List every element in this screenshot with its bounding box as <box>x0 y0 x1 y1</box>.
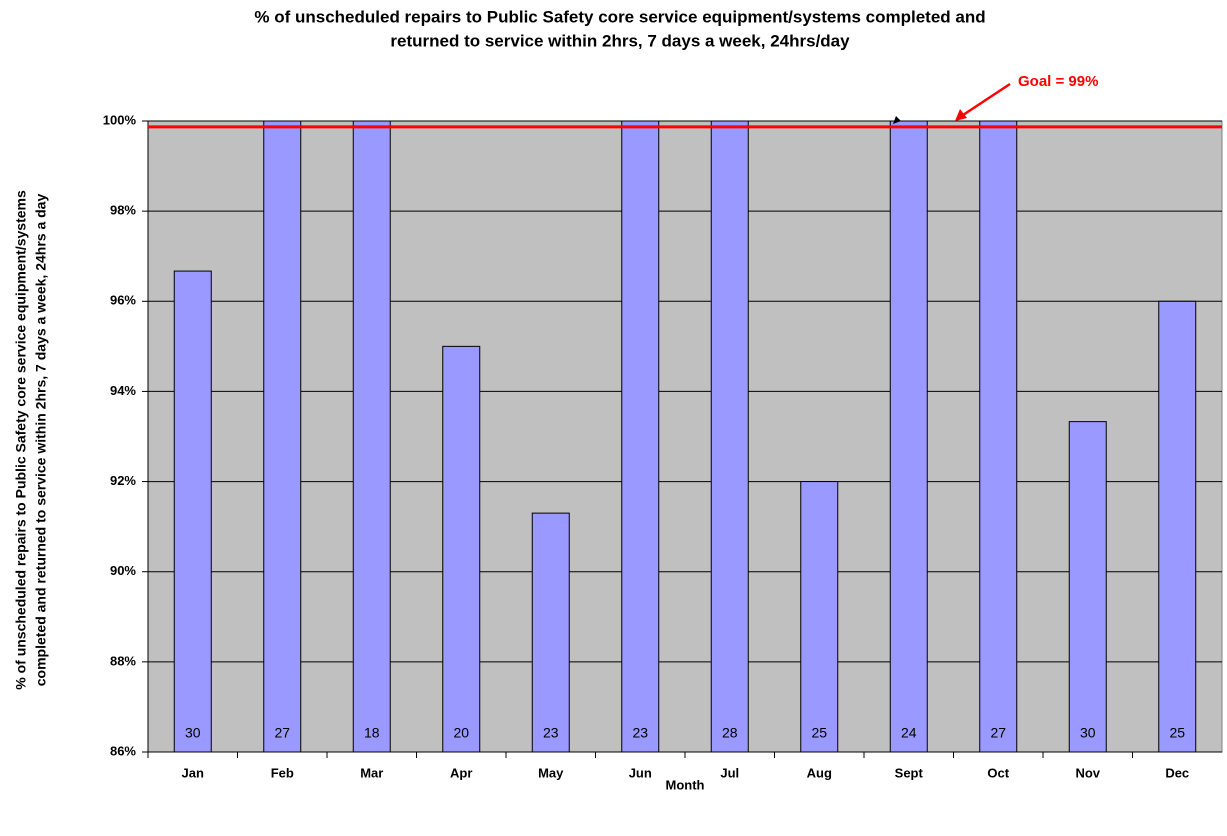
count-label: 28 <box>722 725 738 741</box>
count-label: 23 <box>632 725 648 741</box>
plot-area <box>147 120 1223 753</box>
count-label: 27 <box>274 725 290 741</box>
count-label: 25 <box>1169 725 1185 741</box>
x-tick-label: Apr <box>450 765 472 780</box>
goal-arrow <box>959 82 1011 119</box>
bar <box>889 120 928 753</box>
count-label: 18 <box>364 725 380 741</box>
x-tick-label: Jan <box>182 765 204 780</box>
x-tick-label: May <box>538 765 564 780</box>
x-tick-label: Feb <box>271 765 294 780</box>
y-tick-label: 88% <box>110 653 136 668</box>
chart-title: % of unscheduled repairs to Public Safet… <box>254 7 985 26</box>
y-axis-title: completed and returned to service within… <box>33 194 49 687</box>
x-tick-label: Jun <box>629 765 652 780</box>
y-tick-label: 92% <box>110 473 136 488</box>
y-tick-label: 98% <box>110 203 136 218</box>
count-label: 25 <box>811 725 827 741</box>
bar <box>1158 300 1197 753</box>
y-axis-title: % of unscheduled repairs to Public Safet… <box>13 190 29 690</box>
count-label: 20 <box>453 725 469 741</box>
bar <box>800 481 839 753</box>
count-label: 27 <box>990 725 1006 741</box>
goal-arrowhead <box>955 109 967 121</box>
y-tick-label: 96% <box>110 293 136 308</box>
bar <box>1068 421 1107 753</box>
y-tick-label: 86% <box>110 743 136 758</box>
bar <box>263 120 302 753</box>
pointer-arrow <box>893 116 901 124</box>
x-tick-label: Oct <box>987 765 1009 780</box>
x-tick-label: Dec <box>1165 765 1189 780</box>
bar <box>621 120 660 753</box>
goal-label: Goal = 99% <box>1018 73 1098 90</box>
x-tick-label: Sept <box>895 765 924 780</box>
bar <box>710 120 749 753</box>
x-tick-label: Nov <box>1075 765 1100 780</box>
x-tick-label: Jul <box>720 765 739 780</box>
x-axis-title: Month <box>666 777 705 792</box>
count-label: 24 <box>901 725 917 741</box>
y-tick-label: 100% <box>103 112 137 127</box>
bar <box>442 345 481 753</box>
bar <box>173 270 212 753</box>
count-label: 30 <box>185 725 201 741</box>
count-label: 23 <box>543 725 559 741</box>
y-tick-label: 94% <box>110 383 136 398</box>
bar <box>352 120 391 753</box>
x-tick-label: Mar <box>360 765 383 780</box>
count-label: 30 <box>1080 725 1096 741</box>
bar <box>979 120 1018 753</box>
bar <box>531 512 570 753</box>
chart-title: returned to service within 2hrs, 7 days … <box>390 31 850 50</box>
y-tick-label: 90% <box>110 563 136 578</box>
x-tick-label: Aug <box>807 765 832 780</box>
